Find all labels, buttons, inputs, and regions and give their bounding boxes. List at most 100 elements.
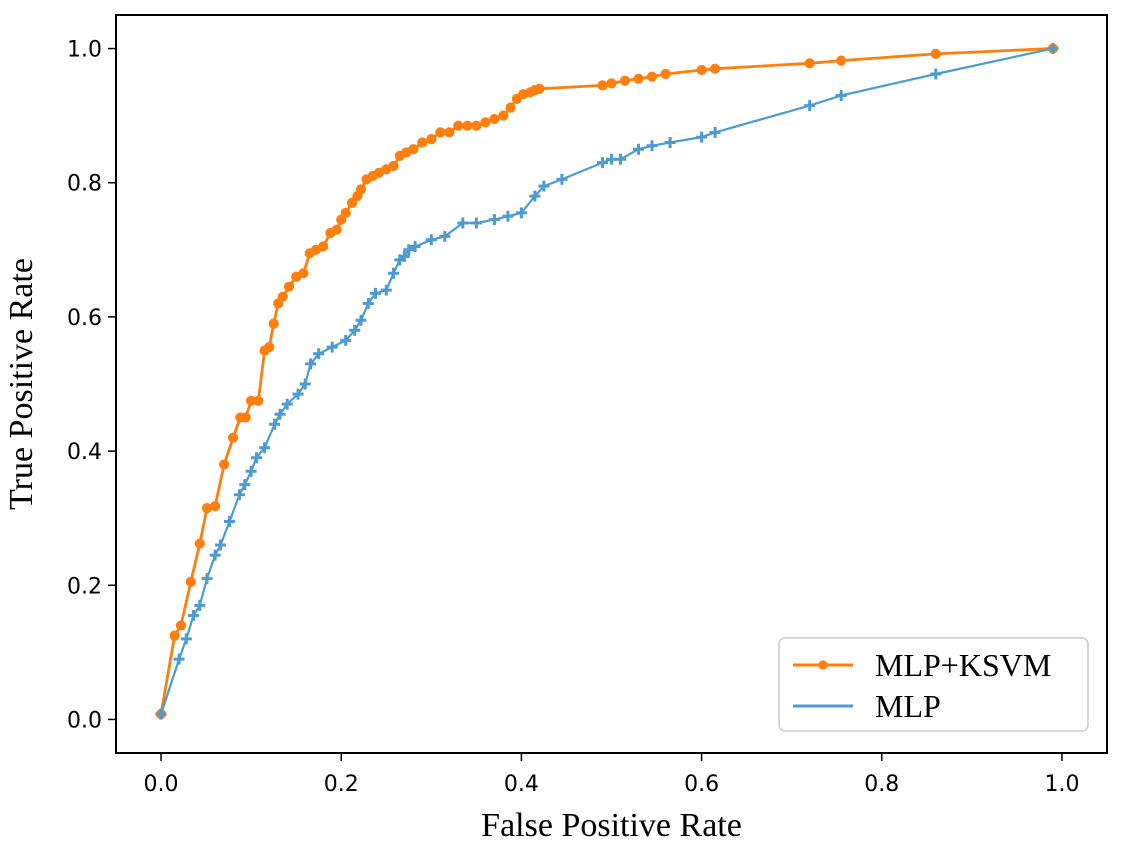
data-point-mlp-ksvm: [268, 318, 279, 329]
data-point-mlp: [425, 234, 437, 246]
data-point-mlp-ksvm: [194, 538, 205, 549]
data-point-mlp-ksvm: [318, 241, 329, 252]
data-point-mlp: [529, 190, 541, 202]
data-point-mlp: [1047, 43, 1059, 54]
data-point-mlp-ksvm: [169, 630, 180, 641]
x-tick-label: 0.2: [324, 772, 359, 797]
data-point-mlp-ksvm: [471, 120, 482, 131]
data-point-mlp-ksvm: [462, 120, 473, 131]
data-point-mlp: [615, 153, 626, 165]
y-tick-label: 0.6: [67, 306, 102, 331]
data-point-mlp: [313, 348, 325, 360]
data-point-mlp-ksvm: [498, 110, 509, 121]
data-point-mlp: [299, 378, 311, 390]
data-point-mlp: [194, 599, 206, 611]
series-group: [155, 43, 1059, 720]
x-tick-label: 0.6: [684, 772, 719, 797]
data-point-mlp-ksvm: [228, 432, 239, 443]
data-point-mlp-ksvm: [505, 102, 516, 113]
data-point-mlp: [180, 633, 192, 645]
data-point-mlp: [646, 140, 658, 152]
y-tick-label: 1.0: [67, 38, 102, 63]
data-point-mlp: [326, 341, 338, 353]
data-point-mlp: [597, 157, 608, 169]
data-point-mlp-ksvm: [633, 73, 644, 84]
data-point-mlp: [251, 452, 262, 464]
data-point-mlp-ksvm: [534, 83, 545, 94]
data-point-mlp: [245, 465, 257, 477]
data-point-mlp-ksvm: [253, 395, 264, 406]
data-point-mlp: [439, 230, 451, 242]
y-tick-label: 0.0: [67, 708, 102, 733]
data-point-mlp-ksvm: [355, 184, 367, 195]
data-point-mlp: [804, 100, 816, 112]
data-point-mlp: [835, 90, 847, 101]
data-point-mlp: [239, 479, 251, 491]
legend-label-mlp: MLP: [875, 688, 941, 724]
data-point-mlp: [409, 241, 421, 252]
data-point-mlp-ksvm: [417, 137, 428, 148]
data-point-mlp: [633, 143, 644, 155]
data-point-mlp: [305, 358, 317, 370]
data-point-mlp: [696, 131, 708, 143]
legend-box: [778, 637, 1089, 732]
plot-area: 0.0 0.2 0.4 0.6 0.8 1.0 0.0 0.2 0.4 0.6 0.8 1.0: [67, 14, 1108, 797]
data-point-mlp: [470, 217, 482, 229]
data-point-mlp-ksvm: [240, 412, 251, 423]
data-point-mlp: [457, 217, 469, 229]
data-point-mlp: [209, 549, 221, 561]
data-point-mlp-ksvm: [340, 207, 351, 218]
data-point-mlp: [224, 516, 235, 527]
data-point-mlp-ksvm: [489, 113, 500, 125]
data-point-mlp: [269, 418, 281, 430]
data-point-mlp-ksvm: [298, 268, 309, 279]
data-point-mlp: [556, 173, 568, 185]
legend-label-mlp-ksvm: MLP+KSVM: [875, 647, 1051, 683]
data-point-mlp-ksvm: [264, 342, 275, 353]
data-point-mlp-ksvm: [836, 55, 847, 66]
data-point-mlp-ksvm: [619, 75, 631, 86]
y-tick-label: 0.8: [67, 172, 102, 197]
data-point-mlp-ksvm: [175, 620, 186, 631]
data-point-mlp: [502, 210, 514, 222]
data-point-mlp: [930, 68, 942, 80]
data-point-mlp-ksvm: [210, 501, 221, 512]
data-point-mlp-ksvm: [696, 64, 707, 76]
data-point-mlp: [380, 284, 392, 296]
data-point-mlp: [388, 267, 399, 279]
data-point-mlp-ksvm: [444, 127, 455, 138]
data-point-mlp-ksvm: [283, 281, 295, 292]
x-tick-label: 0.4: [504, 772, 539, 797]
data-point-mlp-ksvm: [277, 291, 288, 302]
data-point-mlp-ksvm: [710, 63, 721, 74]
y-axis-label: True Positive Rate: [3, 258, 40, 510]
legend-marker-mlp-ksvm: [818, 660, 828, 670]
data-point-mlp-ksvm: [453, 120, 464, 131]
data-point-mlp-ksvm: [597, 80, 608, 91]
data-point-mlp: [259, 442, 271, 454]
data-point-mlp: [515, 207, 527, 219]
data-point-mlp: [274, 408, 286, 420]
data-point-mlp-ksvm: [660, 68, 671, 80]
data-point-mlp: [233, 489, 245, 501]
x-axis: 0.0 0.2 0.4 0.6 0.8 1.0: [144, 753, 1079, 797]
x-axis-label: False Positive Rate: [481, 807, 742, 844]
data-point-mlp-ksvm: [606, 78, 617, 89]
data-point-mlp: [362, 298, 374, 309]
data-point-mlp: [403, 244, 415, 256]
data-point-mlp-ksvm: [408, 144, 419, 155]
data-point-mlp: [173, 653, 185, 665]
data-point-mlp: [188, 610, 199, 621]
data-point-mlp: [370, 287, 381, 299]
data-point-mlp-ksvm: [185, 576, 196, 588]
data-point-mlp: [398, 251, 410, 262]
data-point-mlp: [281, 398, 293, 410]
data-point-mlp-ksvm: [331, 224, 342, 235]
legend: MLP+KSVM MLP: [778, 637, 1089, 732]
data-point-mlp: [201, 573, 213, 585]
y-axis: 0.0 0.2 0.4 0.6 0.8 1.0: [67, 38, 116, 733]
data-point-mlp: [215, 539, 226, 551]
data-point-mlp-ksvm: [426, 134, 437, 145]
